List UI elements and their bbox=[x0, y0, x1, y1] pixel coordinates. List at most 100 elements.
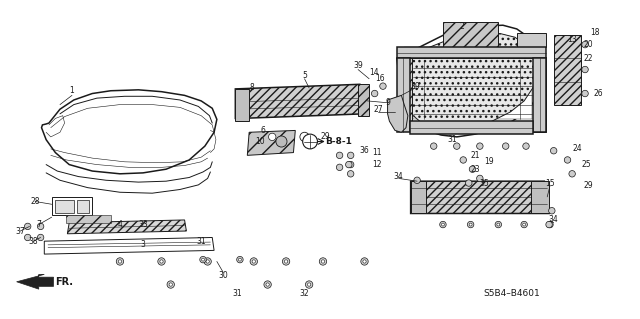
Text: 29: 29 bbox=[584, 181, 593, 190]
Polygon shape bbox=[533, 58, 547, 132]
Text: 16: 16 bbox=[376, 74, 385, 83]
Circle shape bbox=[24, 234, 31, 241]
Circle shape bbox=[460, 157, 467, 163]
Polygon shape bbox=[413, 60, 532, 119]
Circle shape bbox=[546, 221, 552, 228]
Text: 1: 1 bbox=[70, 86, 74, 95]
Circle shape bbox=[523, 143, 529, 149]
Text: 15: 15 bbox=[545, 179, 555, 188]
Text: 28: 28 bbox=[30, 197, 40, 206]
Circle shape bbox=[206, 260, 209, 263]
Polygon shape bbox=[533, 56, 547, 132]
Text: 29: 29 bbox=[320, 132, 330, 141]
Circle shape bbox=[239, 258, 241, 261]
Text: 14: 14 bbox=[369, 68, 378, 77]
Polygon shape bbox=[397, 58, 410, 132]
Circle shape bbox=[300, 132, 309, 142]
Circle shape bbox=[282, 258, 290, 265]
Text: 31: 31 bbox=[196, 237, 206, 246]
Text: 36: 36 bbox=[360, 146, 369, 155]
Text: 12: 12 bbox=[372, 160, 381, 169]
Circle shape bbox=[523, 223, 525, 226]
Circle shape bbox=[276, 136, 287, 147]
Circle shape bbox=[303, 134, 317, 149]
Circle shape bbox=[569, 171, 575, 177]
Polygon shape bbox=[358, 84, 369, 116]
Circle shape bbox=[497, 223, 500, 226]
Text: 37: 37 bbox=[15, 226, 25, 235]
Text: 4: 4 bbox=[118, 220, 122, 229]
Text: 2: 2 bbox=[459, 22, 464, 31]
Text: B-8-1: B-8-1 bbox=[325, 137, 352, 146]
Text: 3: 3 bbox=[141, 240, 145, 249]
Polygon shape bbox=[44, 237, 214, 254]
Circle shape bbox=[495, 221, 502, 228]
Polygon shape bbox=[531, 181, 549, 213]
Text: 22: 22 bbox=[584, 54, 593, 63]
Circle shape bbox=[414, 177, 420, 183]
Circle shape bbox=[582, 66, 588, 73]
Text: 7: 7 bbox=[36, 220, 41, 229]
Circle shape bbox=[266, 283, 269, 286]
Text: 30: 30 bbox=[218, 271, 228, 280]
Circle shape bbox=[169, 283, 172, 286]
Circle shape bbox=[337, 152, 343, 159]
Circle shape bbox=[547, 221, 553, 228]
Text: 11: 11 bbox=[372, 148, 381, 157]
Circle shape bbox=[319, 258, 326, 265]
Circle shape bbox=[167, 281, 175, 288]
Circle shape bbox=[548, 207, 555, 214]
Circle shape bbox=[269, 133, 276, 141]
Polygon shape bbox=[67, 215, 111, 223]
Circle shape bbox=[250, 258, 257, 265]
Circle shape bbox=[431, 143, 437, 149]
Polygon shape bbox=[411, 181, 549, 213]
Text: S5B4–B4601: S5B4–B4601 bbox=[484, 289, 541, 298]
Text: 26: 26 bbox=[593, 89, 603, 98]
Text: 33: 33 bbox=[138, 220, 148, 229]
Text: 31: 31 bbox=[447, 135, 457, 144]
Circle shape bbox=[252, 260, 255, 263]
Circle shape bbox=[237, 256, 243, 263]
Polygon shape bbox=[17, 274, 54, 289]
Text: 13: 13 bbox=[567, 35, 577, 44]
Text: 20: 20 bbox=[584, 40, 593, 49]
Circle shape bbox=[307, 283, 311, 286]
Polygon shape bbox=[236, 89, 249, 121]
Text: 31: 31 bbox=[232, 289, 242, 298]
Text: 10: 10 bbox=[255, 137, 265, 146]
Circle shape bbox=[548, 223, 552, 226]
Text: 39: 39 bbox=[353, 61, 363, 70]
Text: 18: 18 bbox=[591, 28, 600, 37]
Polygon shape bbox=[397, 25, 545, 137]
Polygon shape bbox=[247, 130, 295, 155]
Circle shape bbox=[521, 221, 527, 228]
Circle shape bbox=[582, 90, 588, 97]
Circle shape bbox=[469, 166, 476, 172]
Circle shape bbox=[321, 260, 324, 263]
Polygon shape bbox=[412, 121, 533, 132]
Text: 19: 19 bbox=[484, 157, 494, 166]
Text: 34: 34 bbox=[394, 172, 404, 181]
Polygon shape bbox=[77, 200, 88, 212]
Text: 21: 21 bbox=[470, 151, 480, 160]
Text: 38: 38 bbox=[28, 237, 38, 246]
Circle shape bbox=[582, 41, 588, 48]
Circle shape bbox=[348, 171, 354, 177]
Circle shape bbox=[454, 143, 460, 149]
Circle shape bbox=[550, 147, 557, 154]
Text: 32: 32 bbox=[300, 289, 309, 298]
Polygon shape bbox=[554, 35, 581, 105]
Circle shape bbox=[118, 260, 122, 263]
Polygon shape bbox=[443, 22, 499, 48]
Circle shape bbox=[24, 223, 31, 230]
Polygon shape bbox=[401, 48, 543, 58]
Circle shape bbox=[158, 258, 165, 265]
Polygon shape bbox=[67, 220, 186, 234]
Text: 27: 27 bbox=[374, 105, 383, 114]
Text: 34: 34 bbox=[549, 215, 559, 225]
Text: 9: 9 bbox=[385, 98, 390, 107]
Circle shape bbox=[465, 180, 472, 186]
Polygon shape bbox=[516, 33, 547, 48]
Polygon shape bbox=[236, 84, 365, 118]
